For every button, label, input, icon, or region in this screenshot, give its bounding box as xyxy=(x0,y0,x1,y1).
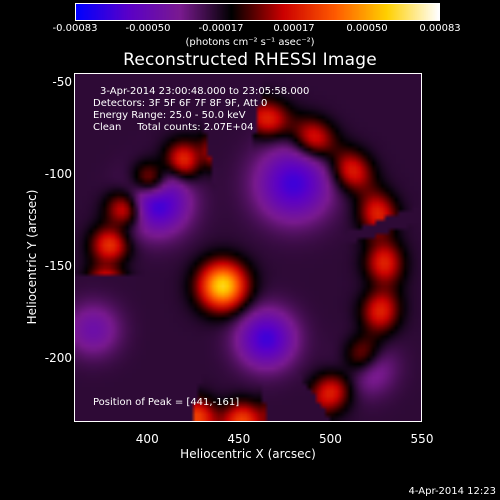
y-tick-label: -200 xyxy=(44,350,72,365)
y-axis-label: Heliocentric Y (arcsec) xyxy=(25,189,39,325)
x-tick-label: 400 xyxy=(135,432,159,446)
y-tick-label: -50 xyxy=(52,75,72,90)
colorbar-tick-label: 0.00083 xyxy=(419,23,461,34)
heatmap-image xyxy=(75,74,421,421)
x-tick-label: 550 xyxy=(410,432,434,446)
colorbar-units: (photons cm⁻² s⁻¹ asec⁻²) xyxy=(185,37,315,48)
x-tick-label: 500 xyxy=(318,432,342,446)
method-annotation: Clean Total counts: 2.07E+04 xyxy=(93,122,254,133)
x-tick-label: 450 xyxy=(227,432,251,446)
colorbar-tick-label: -0.00017 xyxy=(198,23,244,34)
y-tick-label: -150 xyxy=(44,258,72,273)
y-tick-label: -100 xyxy=(44,167,72,182)
peak-position-annotation: Position of Peak = [441,-161] xyxy=(93,397,240,408)
chart-title: Reconstructed RHESSI Image xyxy=(123,50,377,70)
colorbar-tick-label: -0.00050 xyxy=(125,23,171,34)
colorbar xyxy=(75,3,440,21)
footer-timestamp: 4-Apr-2014 12:23 xyxy=(408,486,496,497)
time-range-annotation: 3-Apr-2014 23:00:48.000 to 23:05:58.000 xyxy=(100,86,310,97)
energy-range-annotation: Energy Range: 25.0 - 50.0 keV xyxy=(93,110,246,121)
colorbar-tick-label: -0.00083 xyxy=(52,23,98,34)
x-axis-label: Heliocentric X (arcsec) xyxy=(180,447,316,461)
colorbar-tick-label: 0.00050 xyxy=(346,23,388,34)
detectors-annotation: Detectors: 3F 5F 6F 7F 8F 9F, Att 0 xyxy=(93,98,268,109)
plot-area xyxy=(74,73,422,422)
colorbar-tick-label: 0.00017 xyxy=(273,23,315,34)
